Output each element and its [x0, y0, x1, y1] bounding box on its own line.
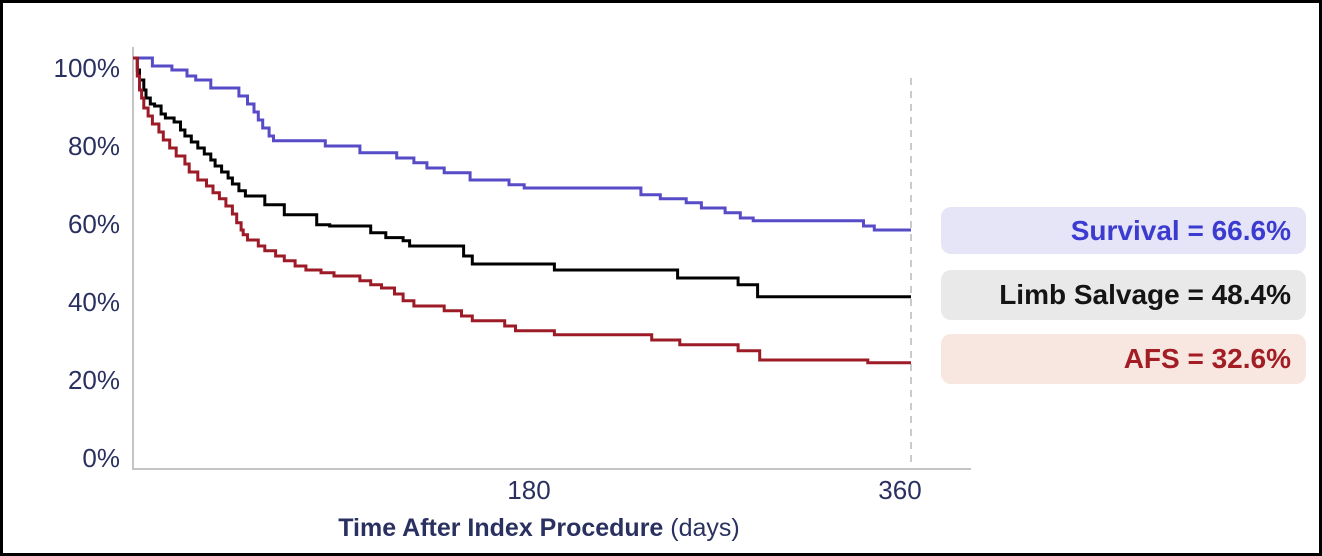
y-tick-20: 20% [67, 365, 120, 395]
afs-curve [133, 56, 911, 365]
y-tick-60: 60% [67, 209, 120, 239]
survival-curve [133, 56, 911, 232]
legend-badge-limb-salvage: Limb Salvage = 48.4% [941, 270, 1306, 320]
km-plot-area [132, 47, 971, 470]
x-tick-360: 360 [878, 475, 922, 505]
y-tick-40: 40% [67, 287, 120, 317]
x-tick-180: 180 [507, 475, 551, 505]
y-tick-80: 80% [67, 131, 120, 161]
x-axis-title-unit: (days) [670, 514, 740, 542]
x-axis-title-main: Time After Index Procedure [338, 514, 664, 542]
y-tick-0: 0% [82, 443, 120, 473]
legend-badge-survival: Survival = 66.6% [941, 207, 1306, 254]
legend-badge-afs: AFS = 32.6% [941, 334, 1306, 384]
limb-salvage-curve [133, 56, 911, 299]
x-axis-title: Time After Index Procedure (days) [253, 513, 825, 543]
y-tick-100: 100% [53, 53, 121, 83]
